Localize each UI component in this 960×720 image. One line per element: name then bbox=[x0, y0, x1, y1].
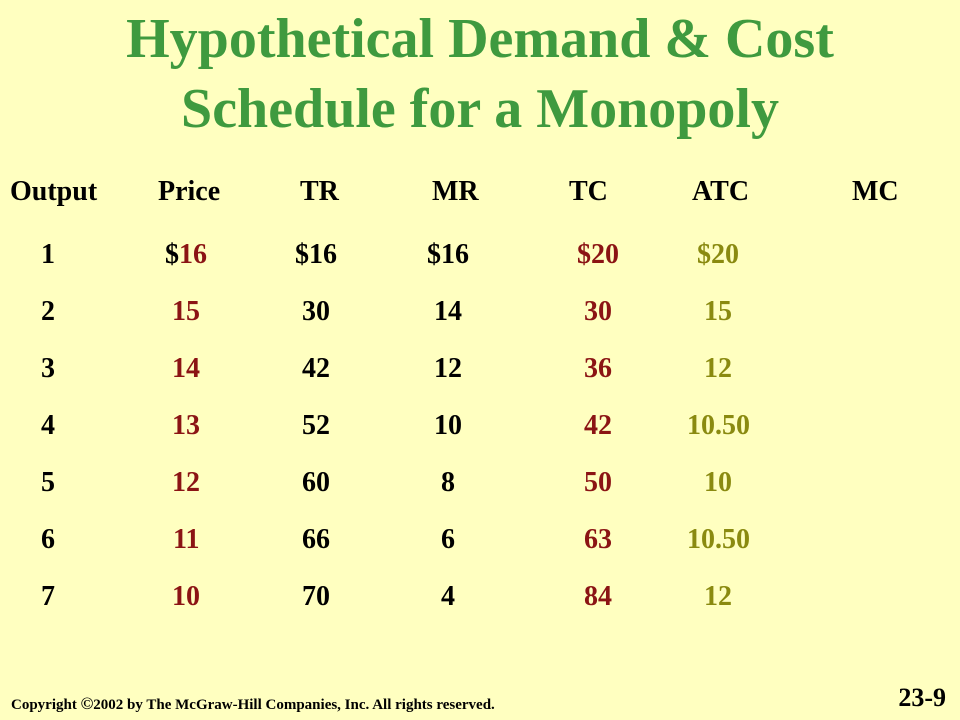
header-price: Price bbox=[158, 176, 221, 207]
cell-tr: 42 bbox=[302, 353, 330, 384]
header-mr: MR bbox=[432, 176, 479, 207]
cell-output: 5 bbox=[41, 467, 55, 498]
cell-tr: 70 bbox=[302, 581, 330, 612]
title-line-2: Schedule for a Monopoly bbox=[181, 78, 779, 140]
cell-mr: 14 bbox=[434, 296, 462, 327]
cell-price: 10 bbox=[172, 581, 200, 613]
cell-price: 11 bbox=[173, 524, 199, 556]
cell-output: 3 bbox=[41, 353, 55, 384]
cell-atc: 10 bbox=[704, 467, 732, 498]
cell-tc: $20 bbox=[577, 239, 619, 270]
cell-tr: 66 bbox=[302, 524, 330, 555]
cell-tc: 63 bbox=[584, 524, 612, 555]
cell-price: $16 bbox=[165, 239, 207, 271]
price-value: 13 bbox=[172, 410, 200, 441]
cell-output: 1 bbox=[41, 239, 55, 270]
cell-output: 4 bbox=[41, 410, 55, 441]
cell-mr: 12 bbox=[434, 353, 462, 384]
cell-tr: 60 bbox=[302, 467, 330, 498]
cell-tc: 84 bbox=[584, 581, 612, 612]
cell-atc: $20 bbox=[697, 239, 739, 270]
cell-tc: 36 bbox=[584, 353, 612, 384]
header-tc: TC bbox=[569, 176, 608, 207]
cell-price: 12 bbox=[172, 467, 200, 499]
price-value: 10 bbox=[172, 581, 200, 612]
price-value: 12 bbox=[172, 467, 200, 498]
price-value: 14 bbox=[172, 353, 200, 384]
header-tr: TR bbox=[300, 176, 339, 207]
header-output: Output bbox=[10, 176, 98, 207]
cell-atc: 12 bbox=[704, 581, 732, 612]
header-atc: ATC bbox=[692, 176, 750, 207]
cell-atc: 10.50 bbox=[687, 524, 750, 555]
cell-atc: 12 bbox=[704, 353, 732, 384]
cell-tr: 52 bbox=[302, 410, 330, 441]
cell-price: 14 bbox=[172, 353, 200, 385]
cell-price: 13 bbox=[172, 410, 200, 442]
price-value: 16 bbox=[179, 239, 207, 270]
cell-mr: 8 bbox=[441, 467, 455, 498]
header-mc: MC bbox=[852, 176, 899, 207]
cell-mr: 6 bbox=[441, 524, 455, 555]
cell-output: 6 bbox=[41, 524, 55, 555]
cell-output: 7 bbox=[41, 581, 55, 612]
copyright-text: 2002 by The McGraw-Hill Companies, Inc. … bbox=[93, 697, 495, 713]
cell-atc: 10.50 bbox=[687, 410, 750, 441]
cell-mr: $16 bbox=[427, 239, 469, 270]
cell-atc: 15 bbox=[704, 296, 732, 327]
cell-tr: $16 bbox=[295, 239, 337, 270]
slide-number: 23-9 bbox=[898, 683, 946, 712]
cell-tc: 50 bbox=[584, 467, 612, 498]
copyright-prefix: Copyright bbox=[11, 697, 81, 713]
cell-mr: 10 bbox=[434, 410, 462, 441]
cell-tr: 30 bbox=[302, 296, 330, 327]
cell-output: 2 bbox=[41, 296, 55, 327]
price-currency: $ bbox=[165, 239, 179, 270]
price-value: 15 bbox=[172, 296, 200, 327]
copyright-notice: Copyright ©2002 by The McGraw-Hill Compa… bbox=[11, 694, 495, 715]
cell-tc: 42 bbox=[584, 410, 612, 441]
cell-price: 15 bbox=[172, 296, 200, 328]
title-line-1: Hypothetical Demand & Cost bbox=[126, 8, 834, 70]
cell-tc: 30 bbox=[584, 296, 612, 327]
price-value: 11 bbox=[173, 524, 200, 555]
cell-mr: 4 bbox=[441, 581, 455, 612]
copyright-icon: © bbox=[80, 694, 94, 713]
